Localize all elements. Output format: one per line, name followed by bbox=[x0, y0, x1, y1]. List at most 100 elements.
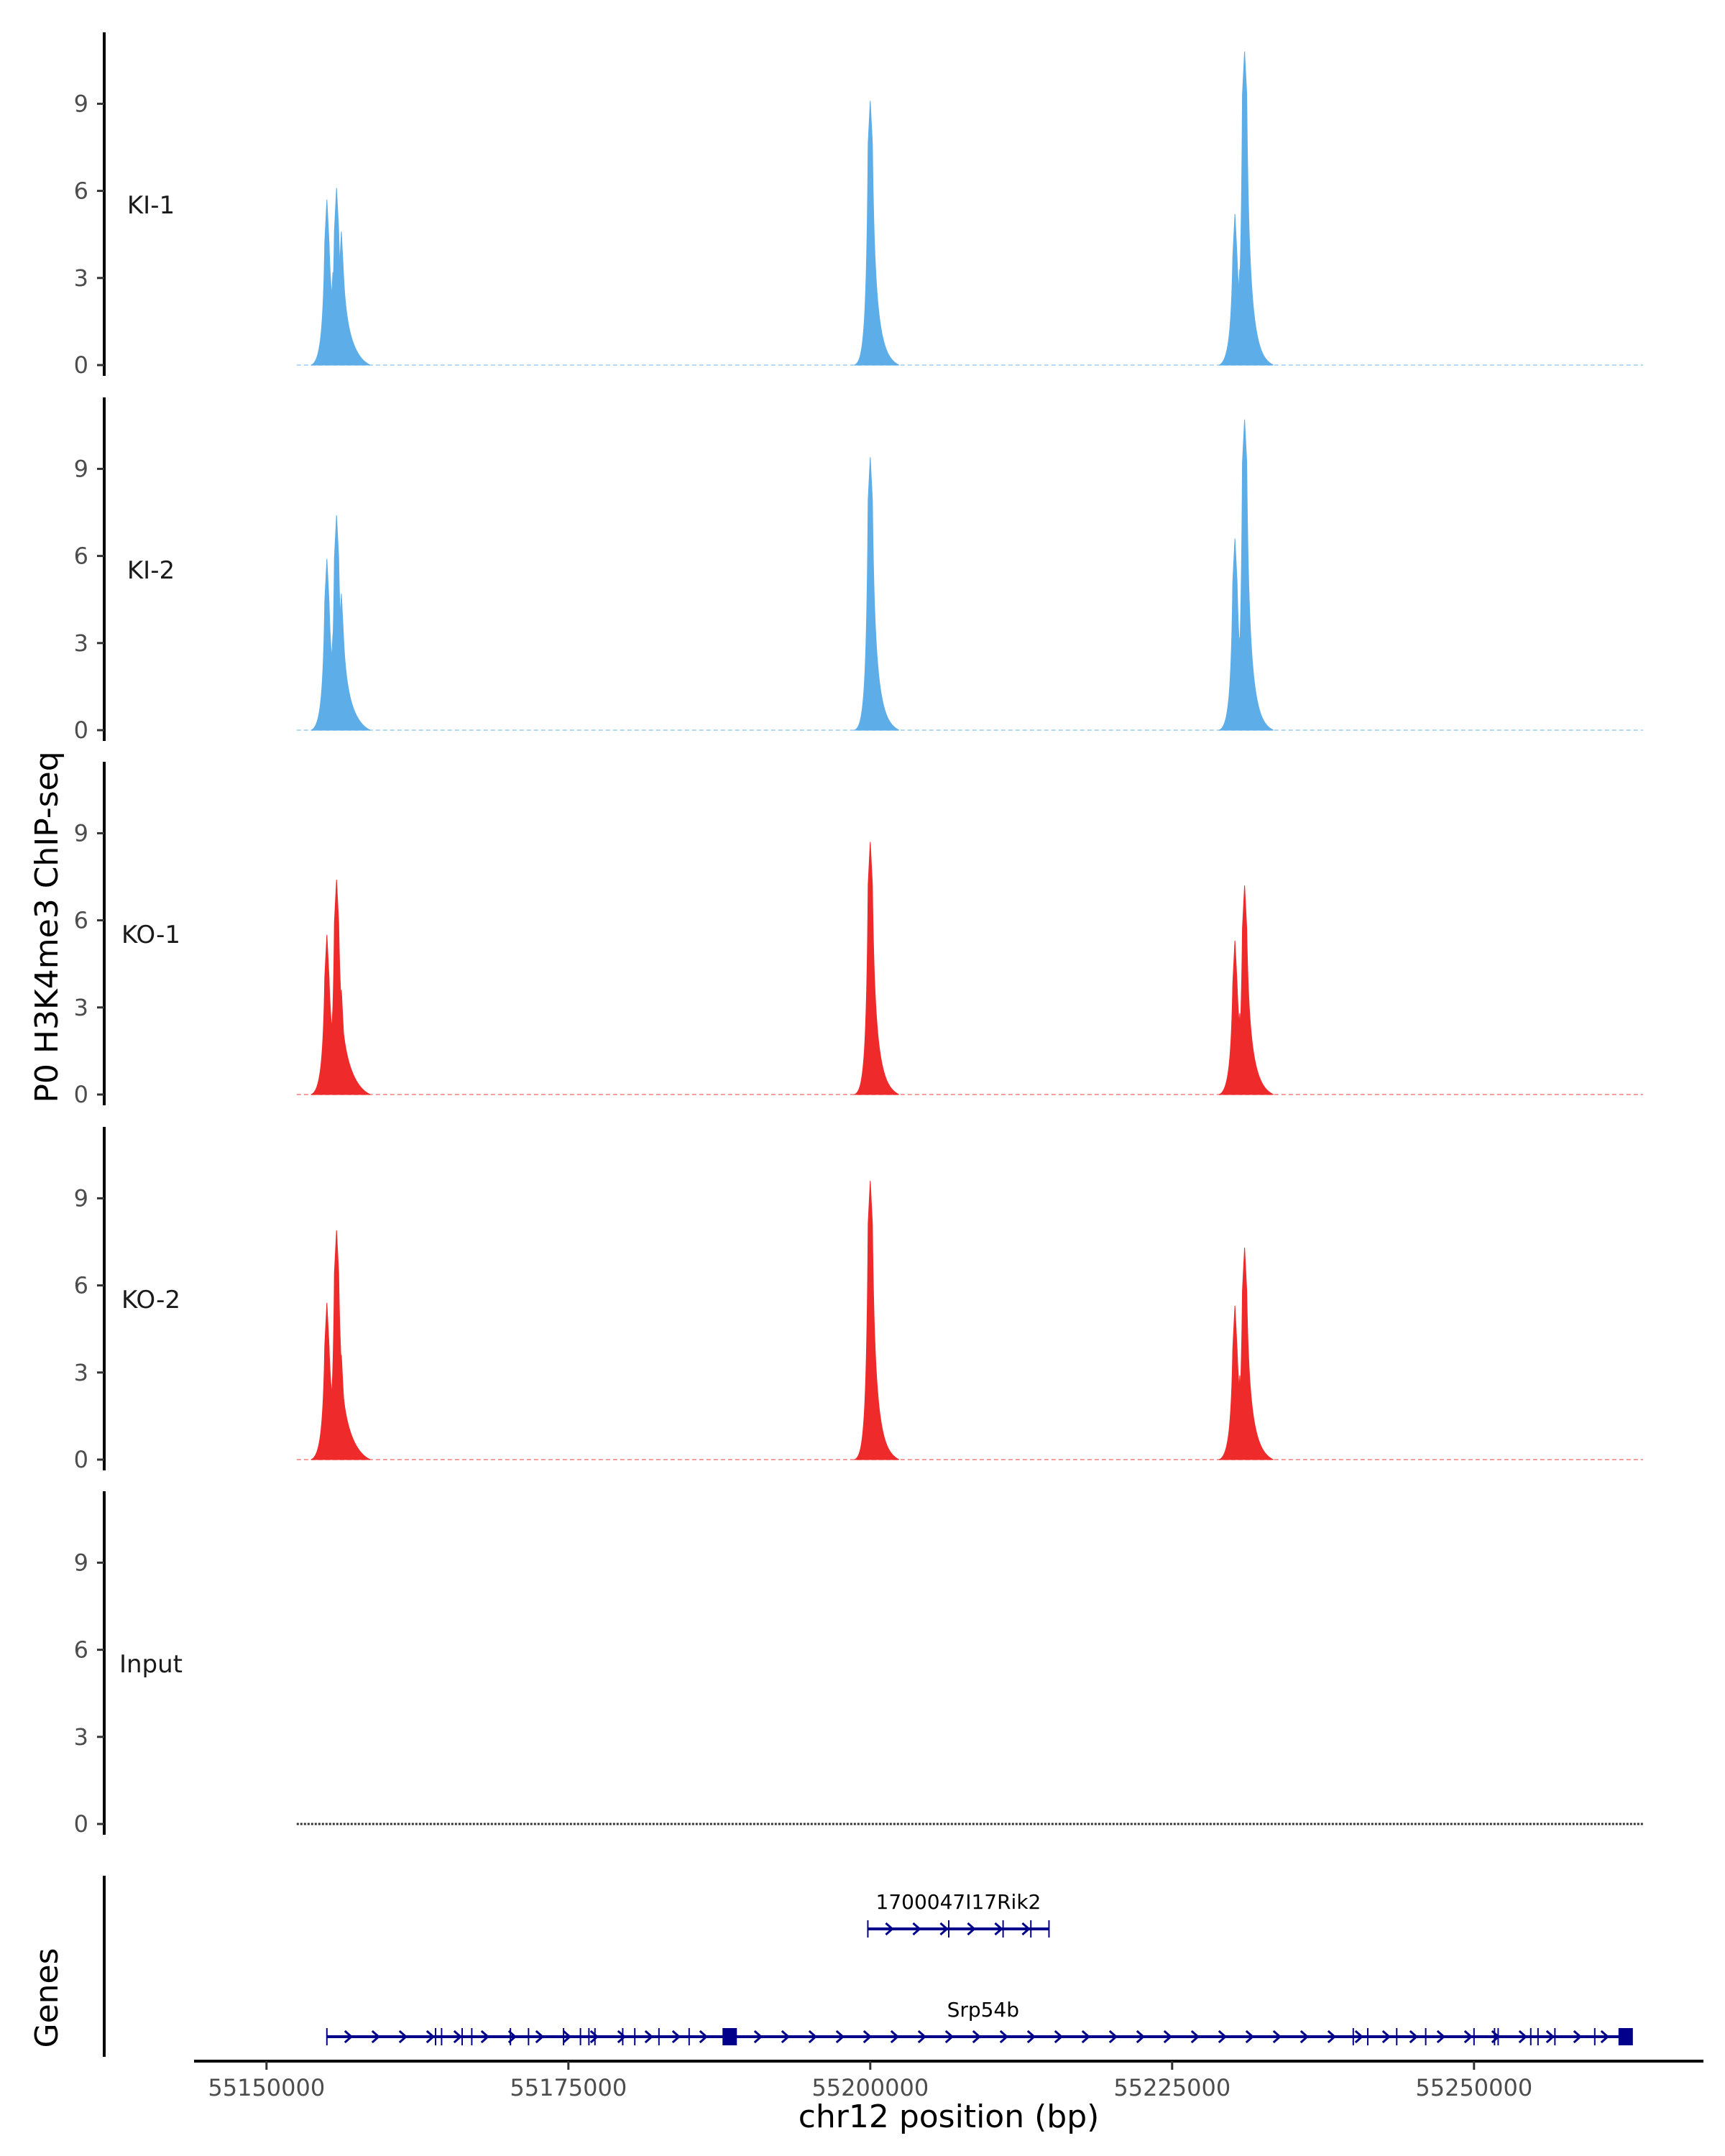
strand-arrow bbox=[1108, 2030, 1118, 2044]
signal-peak bbox=[325, 990, 371, 1095]
strand-arrow bbox=[644, 2030, 654, 2044]
strand-arrow bbox=[699, 2030, 709, 2044]
strand-arrow bbox=[1054, 2030, 1064, 2044]
signal-peak bbox=[325, 594, 371, 731]
y-tick-label: 6 bbox=[74, 1636, 88, 1664]
track-ki-2: 0 3 6 9 KI-2 bbox=[74, 397, 1643, 744]
gene-panel: 1700047I17Rik2 Srp54b bbox=[103, 1876, 1633, 2057]
strand-arrow bbox=[808, 2030, 818, 2044]
strand-arrow bbox=[1545, 2030, 1555, 2044]
x-tick-label: 55175000 bbox=[510, 2074, 627, 2101]
strand-arrow bbox=[967, 1922, 976, 1936]
y-tick-label: 9 bbox=[74, 819, 88, 847]
strand-arrow bbox=[1354, 2030, 1364, 2044]
strand-arrow bbox=[589, 2030, 599, 2044]
signal-peak bbox=[1228, 51, 1274, 366]
strand-arrow bbox=[617, 2030, 627, 2044]
signal-peak bbox=[854, 101, 900, 366]
exon-block bbox=[1618, 2028, 1633, 2045]
y-tick-label: 6 bbox=[74, 543, 88, 570]
strand-arrow bbox=[999, 2030, 1009, 2044]
x-tick-label: 55225000 bbox=[1113, 2074, 1230, 2101]
track-ko-1: 0 3 6 9 KO-1 bbox=[74, 762, 1643, 1108]
x-axis-title: chr12 position (bp) bbox=[799, 2099, 1100, 2135]
y-tick-label: 0 bbox=[74, 1081, 88, 1108]
strand-arrow bbox=[972, 2030, 982, 2044]
track-panels: 0 3 6 9 KI-1 0 3 6 9 KI-2 0 3 6 9 KO-1 0 3 6 9 KO-2 0 3 6 9 Inpu… bbox=[74, 32, 1643, 1838]
y-tick-label: 6 bbox=[74, 1272, 88, 1299]
exon-block bbox=[722, 2028, 737, 2045]
signal-peak bbox=[854, 457, 900, 731]
signal-peak bbox=[1228, 419, 1274, 731]
strand-arrow bbox=[344, 2030, 354, 2044]
strand-arrow bbox=[1021, 1922, 1031, 1936]
strand-arrow bbox=[1218, 2030, 1228, 2044]
strand-arrow bbox=[1245, 2030, 1255, 2044]
y-tick-label: 3 bbox=[74, 1359, 88, 1386]
strand-arrow bbox=[1327, 2030, 1337, 2044]
y-tick-label: 3 bbox=[74, 1723, 88, 1751]
track-label: KI-2 bbox=[127, 556, 175, 585]
strand-arrow bbox=[398, 2030, 408, 2044]
y-tick-label: 0 bbox=[74, 351, 88, 379]
strand-arrow bbox=[1081, 2030, 1091, 2044]
y-tick-label: 0 bbox=[74, 1446, 88, 1473]
y-tick-label: 9 bbox=[74, 1184, 88, 1212]
strand-arrow bbox=[917, 2030, 927, 2044]
strand-arrow bbox=[453, 2030, 463, 2044]
y-tick-label: 0 bbox=[74, 1810, 88, 1838]
signal-peak bbox=[325, 1355, 371, 1460]
signal-peak bbox=[1228, 885, 1274, 1095]
track-input: 0 3 6 9 Input bbox=[74, 1491, 1643, 1838]
y-tick-label: 3 bbox=[74, 994, 88, 1021]
strand-arrow bbox=[1436, 2030, 1446, 2044]
strand-arrow bbox=[890, 2030, 900, 2044]
y-tick-label: 9 bbox=[74, 1549, 88, 1576]
y-tick-label: 6 bbox=[74, 178, 88, 205]
strand-arrow bbox=[562, 2030, 572, 2044]
signal-peak bbox=[854, 842, 900, 1095]
strand-arrow bbox=[1518, 2030, 1528, 2044]
x-tick-label: 55200000 bbox=[811, 2074, 929, 2101]
y-tick-label: 3 bbox=[74, 264, 88, 292]
strand-arrow bbox=[1272, 2030, 1282, 2044]
strand-arrow bbox=[1300, 2030, 1310, 2044]
strand-arrow bbox=[862, 2030, 873, 2044]
strand-arrow bbox=[1463, 2030, 1473, 2044]
x-axis: 55150000 55175000 55200000 55225000 55250000 bbox=[194, 2060, 1703, 2101]
y-tick-label: 9 bbox=[74, 455, 88, 482]
y-tick-label: 0 bbox=[74, 717, 88, 744]
y-tick-label: 9 bbox=[74, 90, 88, 117]
signal-peak bbox=[325, 231, 371, 366]
strand-arrow bbox=[1573, 2030, 1583, 2044]
strand-arrow bbox=[371, 2030, 381, 2044]
track-label: KO-1 bbox=[121, 921, 180, 949]
strand-arrow bbox=[939, 1922, 949, 1936]
x-tick-label: 55150000 bbox=[208, 2074, 325, 2101]
strand-arrow bbox=[944, 2030, 954, 2044]
strand-arrow bbox=[835, 2030, 845, 2044]
strand-arrow bbox=[1409, 2030, 1419, 2044]
strand-arrow bbox=[1136, 2030, 1146, 2044]
track-label: Input bbox=[119, 1650, 183, 1679]
x-tick-label: 55250000 bbox=[1415, 2074, 1532, 2101]
strand-arrow bbox=[1381, 2030, 1392, 2044]
gene-label: 1700047I17Rik2 bbox=[876, 1890, 1041, 1914]
y-axis-title: P0 H3K4me3 ChIP-seq bbox=[29, 751, 65, 1102]
track-label: KO-2 bbox=[121, 1286, 180, 1314]
strand-arrow bbox=[535, 2030, 545, 2044]
strand-arrow bbox=[781, 2030, 791, 2044]
y-tick-label: 6 bbox=[74, 907, 88, 934]
strand-arrow bbox=[912, 1922, 921, 1936]
strand-arrow bbox=[753, 2030, 763, 2044]
gene-label: Srp54b bbox=[947, 1998, 1019, 2022]
track-ko-2: 0 3 6 9 KO-2 bbox=[74, 1127, 1643, 1473]
strand-arrow bbox=[426, 2030, 436, 2044]
signal-peak bbox=[1228, 1248, 1274, 1460]
signal-peak bbox=[854, 1181, 900, 1460]
strand-arrow bbox=[1163, 2030, 1173, 2044]
strand-arrow bbox=[480, 2030, 490, 2044]
strand-arrow bbox=[1190, 2030, 1200, 2044]
gene-srp54b: Srp54b bbox=[326, 1998, 1633, 2045]
strand-arrow bbox=[885, 1922, 894, 1936]
